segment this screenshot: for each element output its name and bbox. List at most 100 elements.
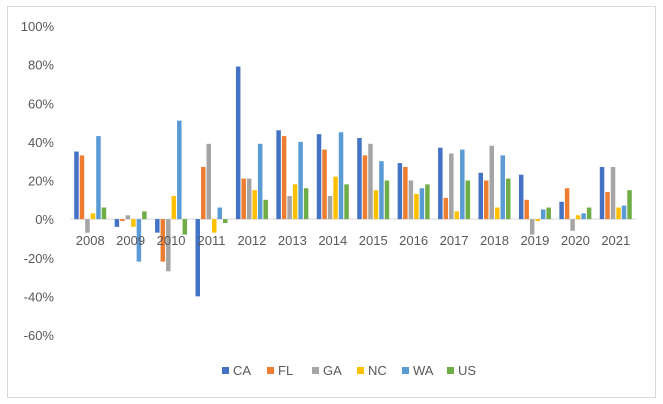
y-tick-label: 100% (21, 19, 55, 34)
bar-nc-2012 (252, 190, 257, 220)
bar-ca-2017 (438, 147, 443, 220)
bar-ca-2012 (235, 66, 241, 220)
bar-us-2010 (182, 219, 188, 235)
bar-wa-2016 (419, 188, 425, 220)
x-tick-label: 2009 (116, 233, 145, 248)
bar-ga-2020 (570, 219, 575, 231)
legend-label-wa: WA (413, 363, 434, 378)
bar-ca-2016 (397, 163, 403, 220)
bar-ga-2018 (489, 145, 494, 220)
bar-us-2016 (425, 184, 430, 220)
bar-ga-2016 (408, 180, 414, 220)
bar-nc-2008 (90, 213, 96, 220)
legend-swatch-fl (267, 367, 274, 374)
y-tick-label: 0% (35, 212, 54, 227)
x-tick-label: 2012 (237, 233, 266, 248)
bar-us-2018 (506, 178, 511, 220)
bar-ca-2015 (357, 138, 362, 220)
bar-fl-2012 (241, 178, 246, 220)
bar-us-2019 (546, 207, 551, 220)
bar-nc-2019 (535, 219, 540, 222)
bar-fl-2015 (362, 155, 368, 220)
bar-us-2012 (263, 199, 268, 220)
bar-wa-2015 (379, 161, 384, 220)
bar-wa-2010 (177, 120, 182, 220)
bar-fl-2020 (564, 188, 570, 220)
bar-wa-2012 (257, 143, 263, 220)
bar-ca-2020 (559, 201, 564, 220)
legend-swatch-wa (402, 367, 409, 374)
bar-fl-2011 (201, 166, 206, 220)
y-tick-label: 20% (28, 174, 54, 189)
bar-us-2015 (384, 180, 390, 220)
bar-nc-2015 (373, 190, 379, 220)
x-tick-label: 2010 (157, 233, 186, 248)
bar-ga-2011 (206, 143, 211, 220)
bar-us-2008 (101, 207, 107, 220)
legend-label-ga: GA (323, 363, 342, 378)
bar-ca-2018 (478, 172, 483, 220)
x-tick-label: 2018 (480, 233, 509, 248)
bar-fl-2018 (484, 180, 489, 220)
bar-ga-2017 (449, 153, 454, 220)
bar-wa-2020 (581, 213, 586, 220)
bar-ca-2021 (599, 166, 605, 220)
legend-label-fl: FL (278, 363, 293, 378)
bar-fl-2019 (524, 199, 529, 220)
bar-ga-2014 (327, 195, 333, 220)
bar-ca-2014 (316, 134, 322, 220)
bar-us-2009 (142, 211, 147, 220)
bar-us-2014 (344, 184, 349, 220)
legend-swatch-ga (312, 367, 319, 374)
x-tick-label: 2013 (278, 233, 307, 248)
bar-fl-2017 (443, 197, 449, 220)
y-tick-label: -60% (24, 328, 55, 343)
x-tick-label: 2008 (76, 233, 105, 248)
legend-label-us: US (458, 363, 476, 378)
bar-ga-2008 (85, 219, 90, 233)
bar-nc-2009 (131, 219, 136, 227)
x-tick-label: 2011 (198, 233, 226, 248)
bar-wa-2021 (621, 205, 627, 220)
bar-ga-2010 (166, 219, 171, 272)
y-axis: 100% 80% 60% 40% 20% 0% -20% -40% -60% (21, 19, 55, 343)
bar-ga-2012 (246, 178, 252, 220)
bar-fl-2014 (322, 149, 327, 220)
y-tick-label: -40% (24, 289, 55, 304)
legend: CA FL GA NC WA US (222, 363, 476, 378)
y-tick-label: -20% (24, 251, 55, 266)
bar-fl-2013 (281, 136, 287, 220)
bar-nc-2014 (333, 176, 338, 220)
bar-wa-2018 (500, 155, 505, 220)
legend-label-nc: NC (368, 363, 387, 378)
bar-us-2021 (627, 190, 632, 220)
bar-fl-2010 (160, 219, 166, 262)
bar-nc-2011 (212, 219, 217, 233)
x-tick-label: 2014 (318, 233, 347, 248)
bar-nc-2017 (454, 211, 460, 220)
legend-label-ca: CA (233, 363, 251, 378)
bar-ca-2013 (276, 130, 281, 220)
bar-wa-2019 (540, 209, 546, 220)
legend-swatch-ca (222, 367, 229, 374)
bar-us-2013 (303, 188, 309, 220)
bar-us-2011 (223, 219, 228, 223)
bar-wa-2014 (338, 132, 344, 220)
bar-ga-2013 (287, 195, 292, 220)
x-axis: 2008 2009 2010 2011 2012 2013 2014 2015 2016 2017… (76, 233, 630, 248)
bar-ga-2015 (368, 143, 373, 220)
bar-nc-2016 (414, 194, 419, 220)
bar-nc-2021 (616, 207, 621, 220)
bar-ca-2010 (155, 219, 160, 233)
bar-ca-2019 (518, 174, 524, 220)
x-tick-label: 2020 (561, 233, 590, 248)
x-tick-label: 2016 (399, 233, 428, 248)
bar-wa-2008 (96, 136, 101, 220)
y-tick-label: 60% (28, 96, 54, 111)
bar-ca-2008 (74, 151, 79, 220)
bar-fl-2021 (605, 192, 610, 220)
bar-fl-2016 (403, 166, 408, 220)
y-tick-label: 40% (28, 135, 54, 150)
bar-wa-2017 (460, 149, 465, 220)
